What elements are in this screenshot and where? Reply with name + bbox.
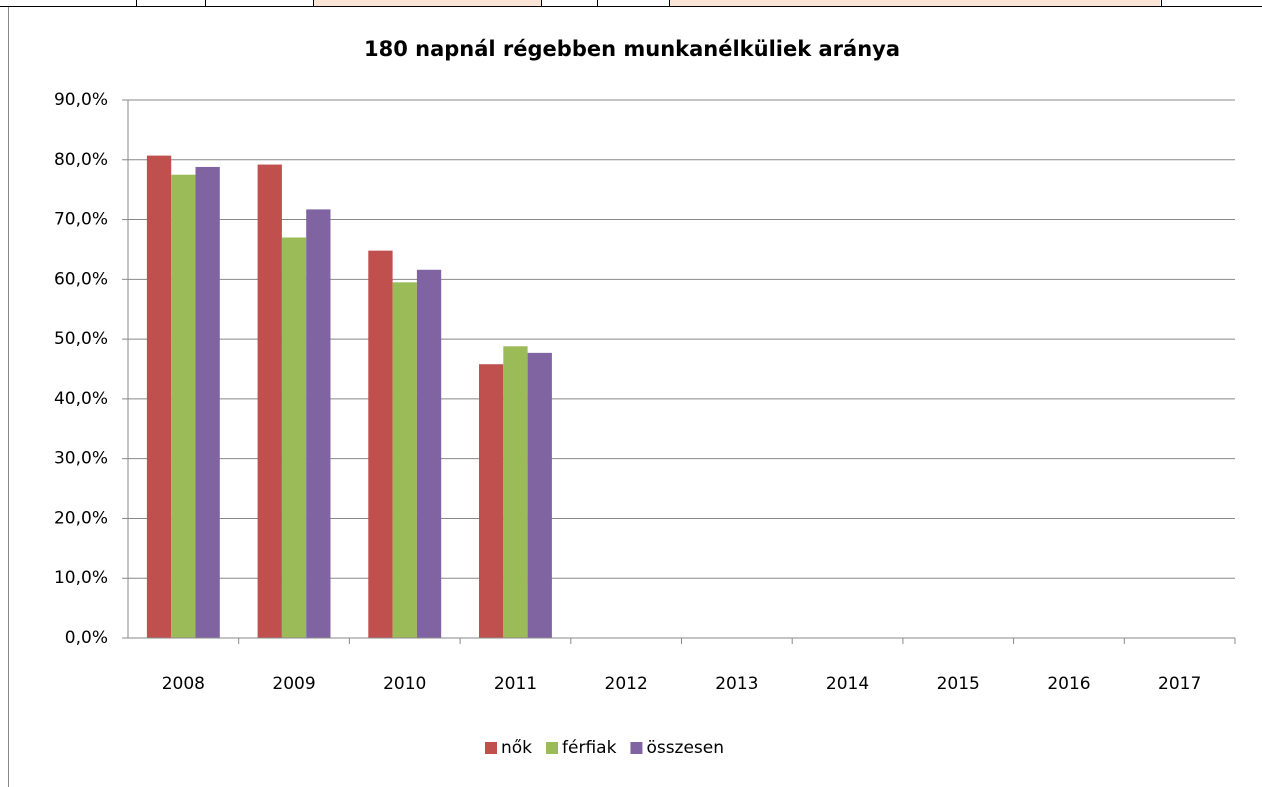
x-tick-label: 2011 [494,674,537,694]
y-tick-label: 80,0% [54,150,108,170]
bar [306,209,331,639]
bar [479,364,504,638]
cell [670,0,1160,6]
y-tick-label: 70,0% [54,210,108,230]
bar [171,174,196,638]
bar [195,166,220,638]
y-tick-label: 0,0% [65,628,108,648]
bar [527,352,552,638]
bar [146,155,172,639]
legend-swatch [546,742,559,754]
x-tick-label: 2012 [605,674,648,694]
bar [281,237,307,638]
x-tick-label: 2010 [383,674,426,694]
legend-label: nők [501,738,532,758]
cell [314,0,541,6]
x-tick-label: 2014 [826,674,869,694]
y-tick-label: 90,0% [54,90,108,110]
x-tick-label: 2017 [1158,674,1201,694]
y-tick-label: 60,0% [54,269,108,289]
x-tick-label: 2013 [715,674,758,694]
bar [368,250,393,638]
y-tick-label: 30,0% [54,449,108,469]
legend-swatch [630,742,643,754]
y-tick-label: 20,0% [54,508,108,528]
bar [392,282,417,638]
x-tick-label: 2016 [1047,674,1090,694]
y-tick-label: 10,0% [54,568,108,588]
legend-label: férfiak [562,738,617,758]
y-tick-label: 40,0% [54,389,108,409]
x-tick-label: 2008 [162,674,205,694]
bar [503,346,528,638]
bar [416,269,442,638]
x-tick-label: 2015 [937,674,980,694]
legend-label: összesen [646,738,724,758]
chart-title: 180 napnál régebben munkanélküliek arány… [364,37,900,61]
x-tick-label: 2009 [272,674,315,694]
legend-swatch [485,742,497,754]
bar [257,164,282,638]
y-tick-label: 50,0% [54,329,108,349]
